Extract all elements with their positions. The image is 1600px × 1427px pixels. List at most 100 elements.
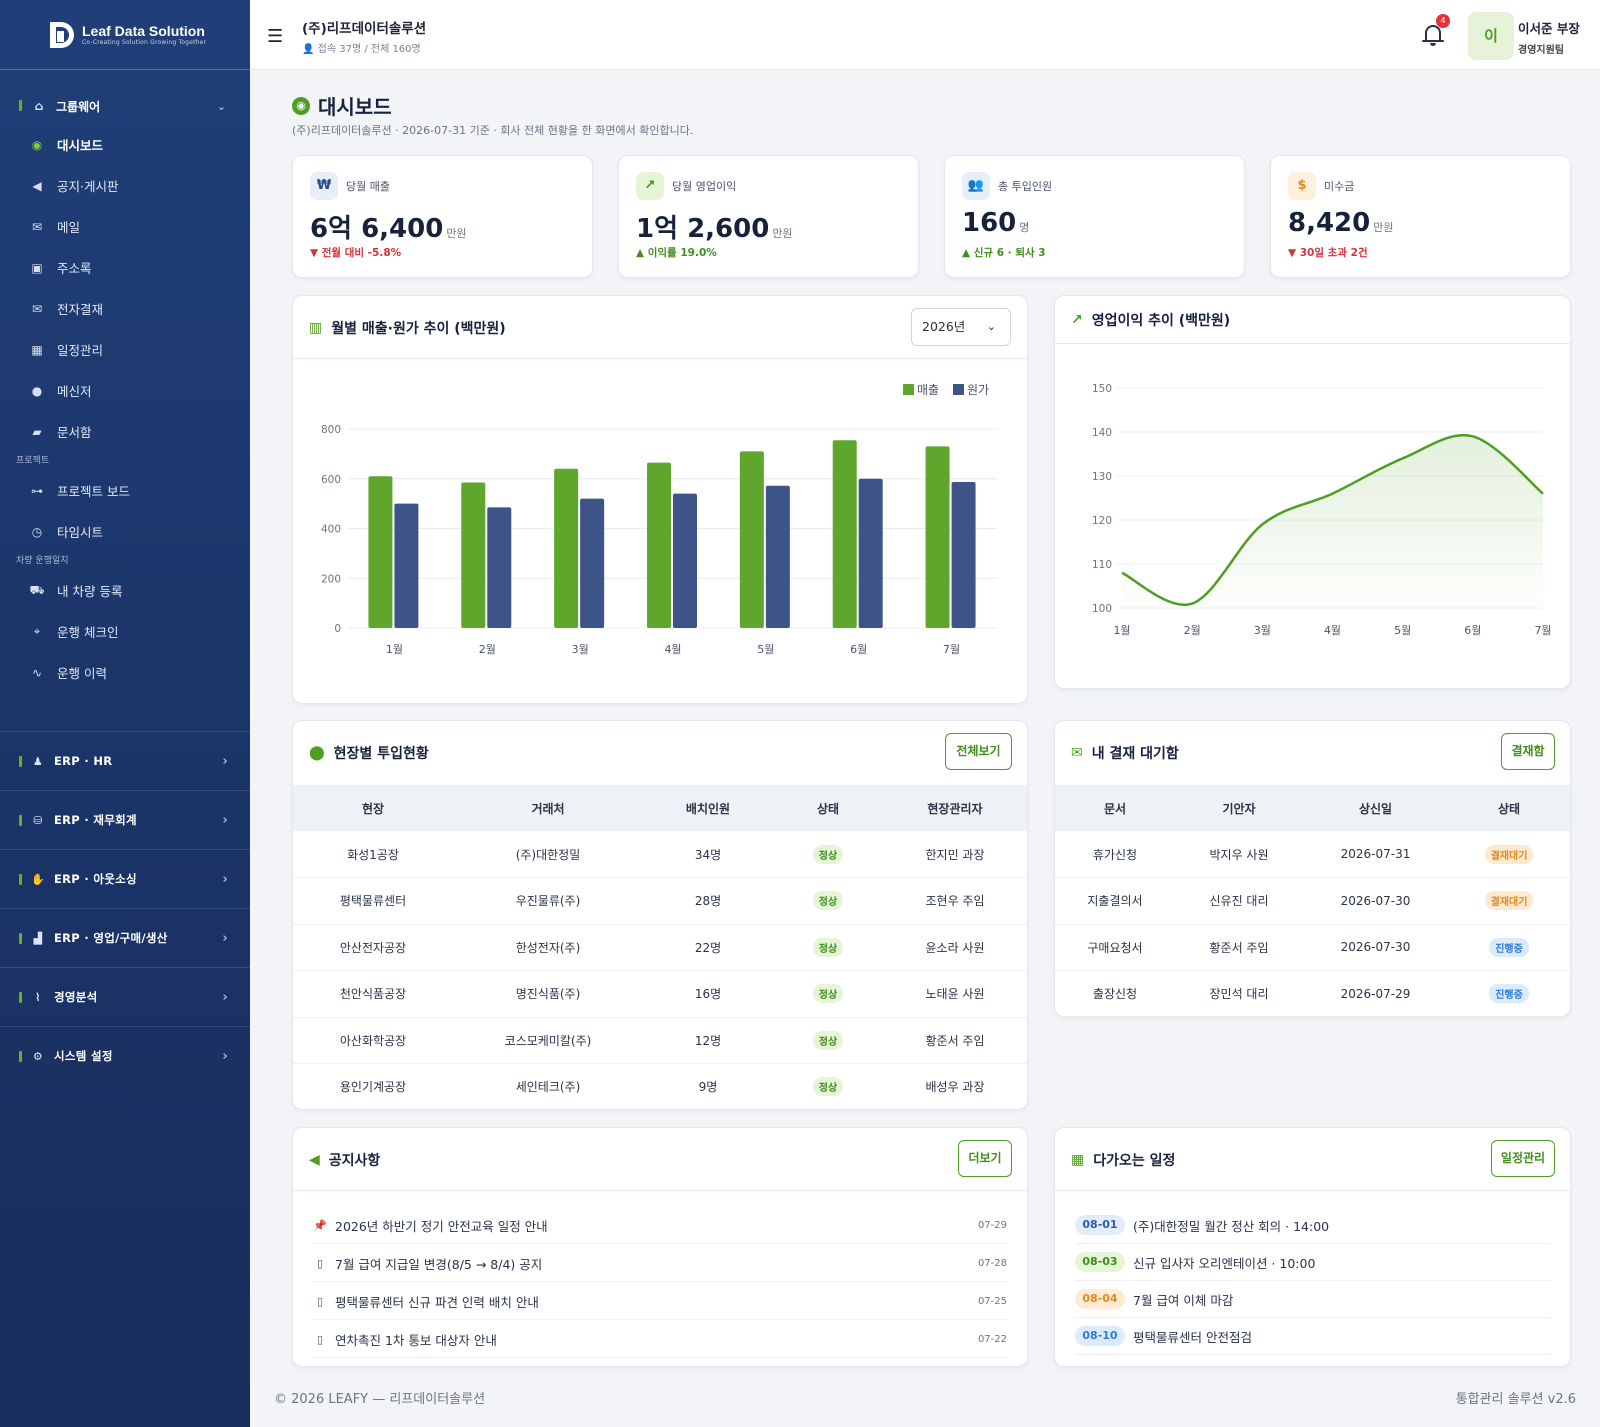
list-item[interactable]: 08-04 7월 급여 이체 마감 xyxy=(1075,1281,1550,1318)
list-item[interactable]: 08-03 신규 입사자 오리엔테이션 · 10:00 xyxy=(1075,1244,1550,1281)
chevron-right-icon: › xyxy=(222,989,228,1005)
list-item[interactable]: 📌 2026년 하반기 정기 안전교육 일정 안내 07-29 xyxy=(313,1207,1007,1244)
year-select[interactable]: 2026년 ⌄ xyxy=(911,308,1011,346)
data-point-2월[interactable] xyxy=(1188,600,1196,608)
nav-group-erp-sales[interactable]: ▟ ERP · 영업/구매/생산 › xyxy=(0,908,250,967)
column-header[interactable]: 상태 xyxy=(773,785,883,831)
nav-group-erp-hr[interactable]: ♟ ERP · HR › xyxy=(0,731,250,790)
bar-원가-7월[interactable] xyxy=(951,481,976,628)
column-header[interactable]: 문서 xyxy=(1055,785,1175,831)
card-title-text: 영업이익 추이 (백만원) xyxy=(1091,313,1231,329)
sidebar-item-timesheet[interactable]: ◷ 타임시트 xyxy=(0,511,250,552)
bar-원가-5월[interactable] xyxy=(765,485,790,628)
bar-chart-icon: ▥ xyxy=(309,320,323,336)
bar-원가-2월[interactable] xyxy=(487,507,512,628)
table-row[interactable]: 지출결의서 신유진 대리 2026-07-30 결재대기 xyxy=(1055,877,1570,925)
more-button[interactable]: 더보기 xyxy=(958,1140,1012,1177)
view-all-button[interactable]: 전체보기 xyxy=(945,733,1012,770)
profit-line[interactable] xyxy=(1121,434,1544,607)
bar-원가-4월[interactable] xyxy=(673,493,697,628)
data-point-7월[interactable] xyxy=(1539,490,1547,498)
bar-매출-5월[interactable] xyxy=(739,451,764,628)
brand-logo[interactable]: Leaf Data Solution Co-Creating Solution … xyxy=(0,0,250,70)
sidebar-item-notice-board[interactable]: ◀ 공지·게시판 xyxy=(0,165,250,206)
menu-toggle-icon[interactable]: ☰ xyxy=(267,26,284,47)
approval-box-button[interactable]: 결재함 xyxy=(1501,733,1555,770)
sidebar-item-approval[interactable]: ✉ 전자결재 xyxy=(0,288,250,329)
sidebar-item-documents[interactable]: ▰ 문서함 xyxy=(0,411,250,452)
column-header[interactable]: 현장 xyxy=(293,785,453,831)
bar-매출-2월[interactable] xyxy=(461,482,486,628)
legend-label[interactable]: 원가 xyxy=(967,383,989,397)
table-row[interactable]: 천안식품공장 명진식품(주) 16명 정상 노태윤 사원 xyxy=(293,970,1027,1018)
column-header[interactable]: 현장관리자 xyxy=(883,785,1027,831)
sidebar: Leaf Data Solution Co-Creating Solution … xyxy=(0,0,250,1427)
table-row[interactable]: 화성1공장 (주)대한정밀 34명 정상 한지민 과장 xyxy=(293,831,1027,878)
sidebar-item-calendar[interactable]: ▦ 일정관리 xyxy=(0,329,250,370)
nav-group-system-settings[interactable]: ⚙ 시스템 설정 › xyxy=(0,1026,250,1085)
bar-매출-6월[interactable] xyxy=(832,440,857,628)
data-point-4월[interactable] xyxy=(1329,490,1337,498)
column-header[interactable]: 기안자 xyxy=(1175,785,1303,831)
kpi-card[interactable]: ₩ 당월 매출 6억 6,400 만원 ▼ 전월 대비 -5.8% xyxy=(292,155,593,278)
footer-copyright: © 2026 LEAFY — 리프데이터솔루션 xyxy=(274,1392,486,1407)
sidebar-item-my-vehicle[interactable]: ⛟ 내 차량 등록 xyxy=(0,570,250,611)
table-cell: 천안식품공장 xyxy=(293,970,453,1018)
list-item[interactable]: ▯ 연차촉진 1차 통보 대상자 안내 07-22 xyxy=(313,1321,1007,1358)
list-item[interactable]: 08-10 평택물류센터 안전점검 xyxy=(1075,1318,1550,1355)
kpi-card[interactable]: ↗ 당월 영업이익 1억 2,600 만원 ▲ 이익률 19.0% xyxy=(618,155,919,278)
nav-group-label: ERP · 재무회계 xyxy=(54,813,137,827)
table-cell: 평택물류센터 xyxy=(293,877,453,925)
list-item[interactable]: ▯ 7월 급여 지급일 변경(8/5 → 8/4) 공지 07-28 xyxy=(313,1245,1007,1282)
user-info[interactable]: 이서준 부장 경영지원팀 xyxy=(1518,18,1580,56)
data-point-5월[interactable] xyxy=(1399,454,1407,462)
list-item[interactable]: ▯ 평택물류센터 신규 파견 인력 배치 안내 07-25 xyxy=(313,1283,1007,1320)
bar-매출-4월[interactable] xyxy=(647,462,671,628)
sidebar-item-history[interactable]: ∿ 운행 이력 xyxy=(0,652,250,693)
avatar[interactable]: 이 xyxy=(1468,12,1514,60)
bar-원가-1월[interactable] xyxy=(394,503,419,628)
column-header[interactable]: 상신일 xyxy=(1303,785,1448,831)
nav-group-erp-outsourcing[interactable]: ✋ ERP · 아웃소싱 › xyxy=(0,849,250,908)
y-tick-label: 140 xyxy=(1092,427,1112,439)
kpi-card[interactable]: 👥 총 투입인원 160 명 ▲ 신규 6 · 퇴사 3 xyxy=(944,155,1245,278)
sidebar-item-dashboard[interactable]: ◉ 대시보드 xyxy=(0,124,250,165)
notice-title: ◀ 공지사항 xyxy=(309,1150,380,1170)
data-point-1월[interactable] xyxy=(1118,569,1126,577)
table-row[interactable]: 안산전자공장 한성전자(주) 22명 정상 윤소라 사원 xyxy=(293,924,1027,971)
list-item[interactable]: 08-01 (주)대한정밀 월간 정산 회의 · 14:00 xyxy=(1075,1207,1550,1244)
table-row[interactable]: 휴가신청 박지우 사원 2026-07-31 결재대기 xyxy=(1055,831,1570,878)
nav-group-analytics[interactable]: ⌇ 경영분석 › xyxy=(0,967,250,1026)
kpi-card[interactable]: $ 미수금 8,420 만원 ▼ 30일 초과 2건 xyxy=(1270,155,1571,278)
column-header[interactable]: 상태 xyxy=(1448,785,1570,831)
sidebar-item-address-book[interactable]: ▣ 주소록 xyxy=(0,247,250,288)
car-icon: ⛟ xyxy=(29,582,45,597)
table-row[interactable]: 출장신청 장민석 대리 2026-07-29 진행중 xyxy=(1055,970,1570,1018)
bar-원가-3월[interactable] xyxy=(580,498,605,628)
nav-group-groupware[interactable]: ⌂ 그룹웨어 ⌄ xyxy=(0,88,250,124)
bar-매출-3월[interactable] xyxy=(554,468,579,628)
legend-label[interactable]: 매출 xyxy=(917,383,939,397)
data-point-6월[interactable] xyxy=(1469,432,1477,440)
nav-group-erp-finance[interactable]: ⛁ ERP · 재무회계 › xyxy=(0,790,250,849)
table-row[interactable]: 용인기계공장 세인테크(주) 9명 정상 배성우 과장 xyxy=(293,1063,1027,1111)
column-header[interactable]: 배치인원 xyxy=(643,785,773,831)
sidebar-item-mail[interactable]: ✉ 메일 xyxy=(0,206,250,247)
table-cell: 결재대기 xyxy=(1448,877,1570,925)
sidebar-item-messenger[interactable]: ● 메신저 xyxy=(0,370,250,411)
column-header[interactable]: 거래처 xyxy=(453,785,643,831)
table-row[interactable]: 구매요청서 황준서 주임 2026-07-30 진행중 xyxy=(1055,924,1570,971)
table-cell: 9명 xyxy=(643,1063,773,1111)
table-row[interactable]: 평택물류센터 우진물류(주) 28명 정상 조현우 주임 xyxy=(293,877,1027,925)
bar-매출-7월[interactable] xyxy=(925,446,950,628)
bar-원가-6월[interactable] xyxy=(858,478,883,628)
notification-bell-icon[interactable]: 4 xyxy=(1422,14,1450,48)
sidebar-item-project-board[interactable]: ⊶ 프로젝트 보드 xyxy=(0,470,250,511)
table-cell: 2026-07-30 xyxy=(1303,877,1448,925)
table-row[interactable]: 아산화학공장 코스모케미칼(주) 12명 정상 황준서 주임 xyxy=(293,1017,1027,1064)
group-marker xyxy=(19,756,22,767)
sidebar-item-checkin[interactable]: ⌖ 운행 체크인 xyxy=(0,611,250,652)
data-point-3월[interactable] xyxy=(1258,520,1266,528)
bar-매출-1월[interactable] xyxy=(368,476,393,628)
schedule-manage-button[interactable]: 일정관리 xyxy=(1491,1140,1555,1177)
